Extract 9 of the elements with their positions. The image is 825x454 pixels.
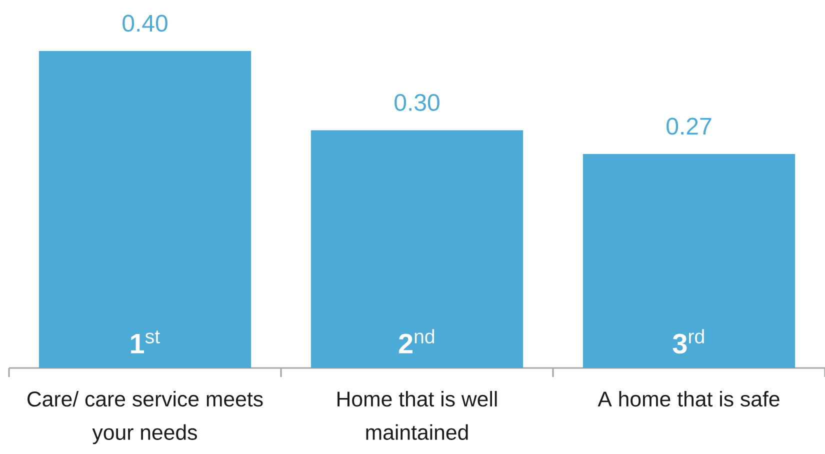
annotation: 2$^{nd}$ (398, 329, 434, 354)
x-tick-label: A home that is safe (598, 390, 780, 407)
x-tick-label: Care/ care service meets your needs (28, 390, 263, 444)
annotation: 1$^{st}$ (131, 330, 160, 354)
annotation: 3$^{rd}$ (672, 329, 704, 354)
data-label: 0.40 (122, 14, 168, 32)
data-label: 0.27 (666, 118, 712, 135)
data-label: 0.30 (394, 94, 440, 111)
x-tick-label: Home that is well maintained (338, 390, 497, 440)
